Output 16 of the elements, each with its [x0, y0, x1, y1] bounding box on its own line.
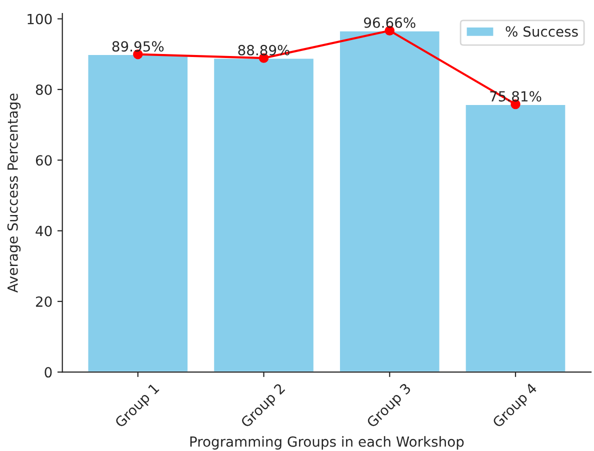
y-axis-title: Average Success Percentage — [7, 94, 21, 293]
bar — [86, 54, 189, 372]
data-label: 96.66% — [364, 17, 416, 28]
bar — [464, 104, 567, 372]
bar — [338, 30, 441, 372]
legend-label: % Success — [506, 26, 578, 37]
y-tick-label: 100 — [28, 14, 52, 24]
bar — [212, 57, 315, 372]
data-label: 88.89% — [238, 44, 290, 56]
y-tick-label: 80 — [36, 84, 52, 95]
data-label: 89.95% — [112, 41, 164, 52]
y-tick-label: 60 — [36, 155, 52, 166]
y-tick-label: 20 — [36, 296, 52, 307]
y-tick-label: 0 — [44, 367, 52, 378]
x-axis-title: Programming Groups in each Workshop — [190, 436, 464, 450]
y-tick-label: 40 — [36, 226, 52, 236]
